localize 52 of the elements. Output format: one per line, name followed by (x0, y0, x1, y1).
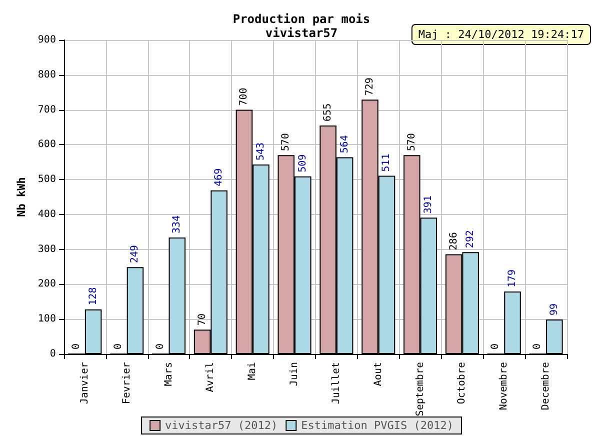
data-label: 543 (255, 142, 266, 161)
data-label: 249 (130, 245, 141, 264)
x-tick-label: Novembre (498, 362, 510, 410)
data-label: 511 (381, 154, 392, 172)
annotation: Maj : 24/10/2012 19:24:17 (418, 28, 584, 41)
x-tick-label: Octobre (456, 362, 468, 404)
y-tick-label: 200 (38, 278, 56, 290)
y-tick-label: 300 (38, 244, 56, 255)
y-tick-label: 700 (38, 104, 56, 116)
data-label: 334 (172, 215, 183, 234)
data-label: 391 (423, 196, 434, 214)
y-tick-label: 0 (50, 348, 56, 360)
data-label: 655 (322, 103, 334, 122)
data-label: 0 (490, 343, 502, 350)
x-tick-label: Mai (247, 362, 258, 380)
data-label: 292 (465, 230, 476, 248)
x-tick-label: Avril (205, 362, 216, 392)
data-label: 0 (71, 343, 82, 350)
legend-label: Estimation PVGIS (2012) (301, 419, 454, 432)
data-label: 0 (154, 343, 166, 350)
data-label: 179 (507, 269, 518, 288)
data-label: 700 (238, 88, 250, 106)
data-label: 570 (280, 133, 292, 152)
data-label: 729 (364, 78, 376, 96)
x-tick-label: Juin (289, 362, 300, 386)
chart-title: Production par mois (232, 12, 370, 26)
data-label: 570 (406, 133, 418, 152)
y-axis-title: Nb kWh (15, 177, 28, 217)
x-tick-label: Janvier (79, 362, 90, 404)
data-label: 564 (339, 135, 350, 154)
data-label: 70 (196, 314, 208, 326)
y-tick-label: 400 (38, 208, 56, 220)
x-tick-label: Aout (372, 362, 384, 386)
data-label: 99 (548, 303, 560, 316)
y-tick-label: 100 (38, 314, 56, 325)
x-tick-label: Fevrier (121, 362, 132, 404)
data-label: 469 (214, 168, 225, 186)
y-tick-label: 500 (38, 174, 56, 186)
x-tick-label: Septembre (414, 362, 426, 416)
x-tick-label: Decembre (540, 362, 552, 410)
y-tick-label: 800 (38, 69, 56, 80)
data-label: 509 (297, 154, 308, 172)
y-tick-label: 600 (38, 139, 56, 150)
legend-label: vivistar57 (2012) (165, 419, 278, 432)
y-tick-label: 900 (38, 34, 56, 46)
x-tick-label: Juillet (330, 362, 342, 404)
chart-subtitle: vivistar57 (265, 26, 338, 40)
data-label: 0 (112, 343, 124, 350)
data-label: 0 (532, 343, 544, 350)
data-label: 128 (88, 287, 99, 306)
x-tick-label: Mars (163, 362, 174, 386)
data-label: 286 (448, 232, 460, 250)
